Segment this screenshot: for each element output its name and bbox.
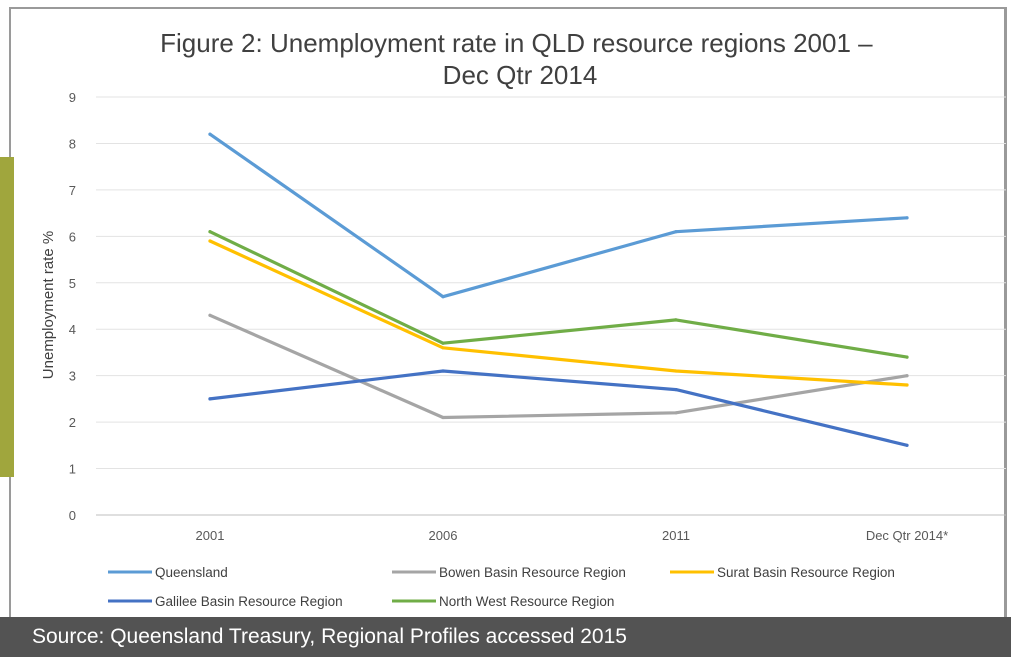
source-caption: Source: Queensland Treasury, Regional Pr…: [0, 617, 1011, 657]
legend: Queensland Bowen Basin Resource Region Sur…: [108, 565, 895, 609]
y-tick-label: 5: [69, 276, 76, 291]
chart-title-line-2: Dec Qtr 2014: [443, 60, 598, 90]
series-surat-basin-resource-region: [208, 239, 909, 387]
data-point: [905, 374, 909, 378]
x-tick-label: Dec Qtr 2014*: [866, 528, 948, 543]
series-line: [208, 230, 909, 359]
legend-item: Galilee Basin Resource Region: [108, 594, 343, 609]
series-line: [208, 369, 909, 447]
y-tick-label: 8: [69, 136, 76, 151]
y-tick-label: 7: [69, 183, 76, 198]
legend-item: Surat Basin Resource Region: [670, 565, 895, 580]
y-tick-label: 1: [69, 462, 76, 477]
series-line: [208, 132, 909, 299]
chart-frame: [9, 7, 1007, 619]
data-point: [905, 443, 909, 447]
data-point: [208, 132, 212, 136]
data-point: [208, 239, 212, 243]
data-point: [441, 415, 445, 420]
legend-label: Surat Basin Resource Region: [717, 565, 895, 580]
accent-bar: [0, 157, 14, 477]
series-north-west-resource-region: [208, 230, 909, 359]
data-point: [905, 383, 909, 387]
data-point: [208, 313, 212, 317]
legend-label: Queensland: [155, 565, 228, 580]
y-tick-label: 9: [69, 90, 76, 105]
series-galilee-basin-resource-region: [208, 369, 909, 447]
legend-label: Bowen Basin Resource Region: [439, 565, 626, 580]
x-tick-label: 2011: [662, 528, 690, 543]
chart-title-line-1: Figure 2: Unemployment rate in QLD resou…: [160, 28, 873, 58]
legend-item: Bowen Basin Resource Region: [392, 565, 626, 580]
data-point: [674, 318, 678, 322]
y-axis-ticks: 0 1 2 3 4 5 6 7 8 9: [69, 90, 76, 523]
data-point: [208, 230, 212, 234]
legend-label: North West Resource Region: [439, 594, 614, 609]
chart-title: Figure 2: Unemployment rate in QLD resou…: [160, 28, 880, 90]
y-tick-label: 4: [69, 322, 76, 337]
data-point: [441, 346, 445, 350]
legend-item: North West Resource Region: [392, 594, 614, 609]
legend-label: Galilee Basin Resource Region: [155, 594, 343, 609]
data-point: [441, 295, 445, 299]
x-tick-label: 2006: [429, 528, 458, 543]
x-tick-label: 2001: [196, 528, 225, 543]
data-point: [208, 397, 212, 401]
data-point: [674, 388, 678, 392]
line-chart: Figure 2: Unemployment rate in QLD resou…: [40, 28, 1006, 609]
data-point: [441, 341, 445, 345]
series-line: [208, 239, 909, 387]
series-queensland: [208, 132, 909, 299]
x-axis-ticks: 2001 2006 2011 Dec Qtr 2014*: [196, 528, 949, 543]
series-bowen-basin-resource-region: [208, 313, 909, 420]
gridlines: [96, 96, 1006, 516]
data-point: [674, 369, 678, 373]
series-lines: [208, 132, 909, 447]
data-point: [905, 355, 909, 359]
legend-item: Queensland: [108, 565, 228, 580]
y-tick-label: 3: [69, 369, 76, 384]
y-tick-label: 0: [69, 508, 76, 523]
data-point: [441, 369, 445, 373]
data-point: [905, 216, 909, 220]
y-axis-label: Unemployment rate %: [40, 231, 57, 379]
y-tick-label: 2: [69, 415, 76, 430]
data-point: [674, 411, 678, 415]
series-line: [208, 313, 909, 420]
data-point: [674, 230, 678, 234]
y-tick-label: 6: [69, 229, 76, 244]
